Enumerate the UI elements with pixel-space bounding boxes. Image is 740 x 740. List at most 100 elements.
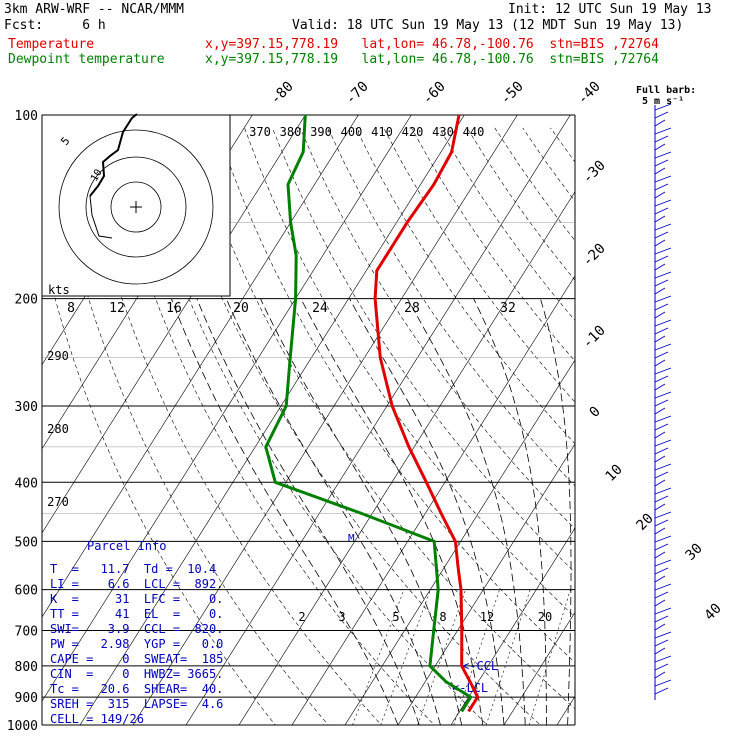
wind-barb (654, 143, 666, 151)
valid-time: Valid: 18 UTC Sun 19 May 13 (12 MDT Sun … (292, 18, 684, 33)
hodograph-mark-label: 10 (89, 168, 105, 184)
isotherm-tick-label: -50 (498, 79, 527, 108)
isotherm-line (708, 87, 740, 738)
parcel-info-row: K = 31 LFC = 0. (50, 592, 224, 606)
wind-barb (654, 447, 669, 455)
isotherm-line (79, 115, 465, 725)
theta-tick-label: 390 (310, 125, 332, 139)
wind-barb (654, 583, 672, 591)
pressure-tick-label: 200 (15, 293, 38, 308)
wind-barb (654, 591, 669, 599)
dry-adiabat (466, 127, 575, 281)
mixing-ratio-line (453, 589, 500, 725)
wind-barb (654, 503, 666, 511)
header: 3km ARW-WRF -- NCAR/MMM Init: 12 UTC Sun… (0, 0, 740, 70)
mixing-ratio-label: 2 (298, 610, 305, 624)
dry-adiabat (550, 127, 575, 163)
isotherm-tick-label: -80 (268, 79, 297, 108)
wind-barb (654, 431, 666, 439)
dry-adiabat (272, 127, 575, 574)
dewpoint-profile (264, 115, 473, 713)
pressure-tick-label: 600 (15, 584, 38, 599)
ring-scale-label: 32 (500, 301, 516, 316)
wind-barb (654, 527, 666, 535)
pressure-tick-label: 900 (15, 691, 38, 706)
isotherm-line (556, 695, 575, 725)
theta-tick-label: 430 (432, 125, 454, 139)
dry-adiabat (105, 127, 435, 725)
wind-barb (654, 239, 666, 247)
wind-barb (654, 255, 669, 263)
theta-tick-label: 440 (463, 125, 485, 139)
parcel-info-row: Tc = 20.6 SHEAR= 40. (50, 682, 224, 696)
mixing-ratio-line (528, 589, 571, 725)
parcel-info-row: SWI= 3.9 CCL = 820. (50, 622, 224, 636)
mixing-ratio-line (417, 589, 466, 725)
wind-barb (654, 111, 669, 119)
wind-barb (654, 287, 666, 295)
theta-tick-label: 400 (341, 125, 363, 139)
isobars (41, 114, 576, 726)
theta-tick-label: 370 (249, 125, 271, 139)
dry-adiabat (244, 127, 575, 618)
wind-barb (654, 383, 666, 391)
dry-adiabat (383, 127, 575, 403)
dry-adiabat (606, 128, 740, 738)
wind-barb (654, 167, 666, 175)
wind-barb-note: Full barb: (636, 85, 696, 96)
hodograph-storm-motion (89, 195, 113, 239)
wind-barb (654, 631, 672, 639)
wind-barb (654, 215, 666, 223)
isotherm-tick-label: -60 (420, 79, 449, 108)
isotherm-tick-label: -70 (343, 79, 372, 108)
ring-scale-label: 20 (233, 301, 249, 316)
wind-barb-note-unit: 5 m s⁻¹ (642, 96, 684, 107)
model-title: 3km ARW-WRF -- NCAR/MMM (4, 2, 185, 17)
dry-adiabat (49, 127, 329, 725)
dry-adiabat (188, 127, 575, 710)
ring-scale-label: 12 (109, 301, 125, 316)
ccl-annotation: <-CCL (462, 659, 498, 673)
isotherm-line (397, 443, 575, 725)
wind-barb (654, 127, 672, 135)
wind-barb (654, 519, 669, 527)
isotherm-line (132, 115, 518, 725)
mixing-ratio-line (485, 589, 531, 725)
wind-barb (654, 679, 672, 687)
ring-scale-label: 16 (166, 301, 182, 316)
parcel-info-row: CAPE = 0 SWEAT= 185 (50, 652, 224, 666)
wind-barb (654, 639, 669, 647)
parcel-info-row: PW = 2.98 YGP = 0.0 (50, 637, 224, 651)
wind-barb (654, 671, 666, 679)
wind-barb (654, 647, 666, 655)
background-lines (42, 87, 740, 738)
pressure-tick-label: 1000 (7, 719, 38, 734)
wind-barb (654, 663, 669, 671)
wind-barb (654, 271, 672, 279)
wind-barb (654, 615, 669, 623)
wind-barb (654, 135, 669, 143)
parcel-info-panel: Parcel Info T = 11.7 Td = 10.4 LI = 6.6 L… (42, 537, 234, 737)
wind-barb (654, 231, 669, 239)
wind-barb (654, 335, 666, 343)
isotherm-tick-label: 20 (634, 511, 657, 534)
dry-adiabat (327, 127, 575, 487)
moist-adiabat (170, 298, 399, 725)
dry-adiabat (160, 127, 541, 725)
wind-barb (654, 391, 672, 399)
pressure-tick-label: 800 (15, 660, 38, 675)
hodograph-trace (89, 113, 138, 197)
wind-barb (654, 367, 672, 375)
dry-adiabat (522, 127, 575, 202)
wind-barb (654, 295, 672, 303)
hodograph-ring (85, 156, 187, 258)
wind-barb (654, 407, 666, 415)
wind-barbs (654, 103, 672, 700)
wind-barb (654, 487, 672, 495)
parcel-info-row: SREH = 315 LAPSE= 4.6 (50, 697, 224, 711)
mixing-ratio-label: 12 (480, 610, 494, 624)
ring-scale-label: 8 (67, 301, 75, 316)
temperature-profile (373, 115, 480, 713)
wind-barb (654, 687, 669, 695)
isotherm-tick-label: -10 (580, 323, 609, 352)
